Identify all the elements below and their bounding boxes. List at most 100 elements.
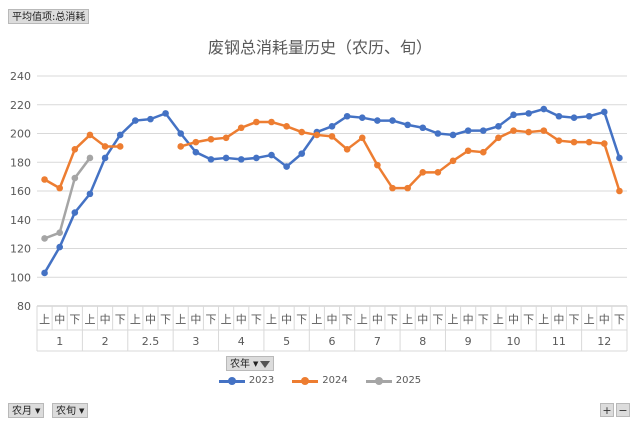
legend-label: 2025 xyxy=(395,375,422,386)
data-point-2024 xyxy=(222,134,230,142)
y-tick-label: 200 xyxy=(10,128,31,141)
row-field-xun-label: 农旬 xyxy=(56,406,76,417)
x-tick-label-month: 3 xyxy=(192,335,199,348)
data-point-2023 xyxy=(540,105,548,113)
pivot-value-field-button[interactable]: 平均值项:总消耗 xyxy=(8,9,90,24)
x-tick-label-month: 4 xyxy=(238,335,245,348)
dropdown-icon: ▼ xyxy=(79,407,85,415)
x-tick-label-xun: 下 xyxy=(160,313,171,326)
y-tick-label: 80 xyxy=(17,300,31,313)
data-point-2023 xyxy=(192,148,200,156)
data-point-2024 xyxy=(101,143,109,150)
data-point-2024 xyxy=(237,124,245,132)
data-point-2024 xyxy=(585,138,593,146)
data-point-2024 xyxy=(540,127,548,134)
x-tick-label-xun: 下 xyxy=(296,313,307,326)
data-point-2024 xyxy=(253,118,260,126)
data-point-2024 xyxy=(116,143,124,150)
data-point-2024 xyxy=(419,169,427,176)
x-tick-label-xun: 中 xyxy=(599,313,610,326)
x-tick-label-xun: 上 xyxy=(130,313,141,326)
x-tick-label-month: 2.5 xyxy=(142,335,160,348)
data-point-2024 xyxy=(283,123,290,130)
x-tick-label-xun: 上 xyxy=(357,313,368,326)
data-point-2023 xyxy=(464,127,472,134)
y-tick-label: 140 xyxy=(10,214,31,227)
x-tick-label-month: 5 xyxy=(283,335,290,348)
y-axis-ticks: 80 100 120 140 160 180 200 220 240 xyxy=(10,70,31,313)
x-tick-label-xun: 上 xyxy=(402,313,413,326)
x-tick-label-month: 8 xyxy=(419,335,426,348)
data-point-2023 xyxy=(525,110,532,117)
data-point-2024 xyxy=(207,135,215,143)
data-point-2023 xyxy=(358,114,366,121)
x-tick-label-xun: 下 xyxy=(432,313,443,326)
x-tick-label-xun: 下 xyxy=(205,313,216,326)
data-point-2023 xyxy=(116,131,124,139)
data-point-2024 xyxy=(86,131,94,139)
x-tick-label-xun: 上 xyxy=(538,313,549,326)
y-tick-label: 120 xyxy=(10,243,31,256)
x-tick-label-xun: 下 xyxy=(251,313,262,326)
line-chart: 80100120140160180200220240 上中下上中下上中下上中下上… xyxy=(10,70,628,352)
data-point-2023 xyxy=(253,154,260,162)
data-point-2025 xyxy=(56,229,63,236)
data-point-2024 xyxy=(313,131,321,139)
data-point-2023 xyxy=(132,117,139,124)
dropdown-icon: ▼ xyxy=(35,407,41,415)
x-tick-label-xun: 下 xyxy=(342,313,353,326)
legend-marker-icon xyxy=(292,376,319,386)
x-tick-label-xun: 下 xyxy=(478,313,489,326)
x-axis: 上中下上中下上中下上中下上中下上中下上中下上中下上中下上中下上中下上中下上中下1… xyxy=(36,305,628,352)
data-point-2024 xyxy=(71,146,79,153)
x-tick-label-month: 11 xyxy=(552,335,566,348)
legend-marker-icon xyxy=(365,376,392,386)
series-lines xyxy=(41,105,623,277)
expand-field-button[interactable]: + xyxy=(600,403,614,417)
data-point-2023 xyxy=(283,163,290,170)
series-line-2025 xyxy=(44,157,91,240)
x-tick-label-xun: 下 xyxy=(569,313,580,326)
data-point-2023 xyxy=(86,190,94,198)
data-point-2024 xyxy=(479,148,487,156)
data-point-2024 xyxy=(464,147,472,155)
data-point-2023 xyxy=(177,130,185,137)
data-point-2025 xyxy=(86,154,94,162)
legend-label: 2023 xyxy=(248,375,275,386)
x-tick-label-month: 7 xyxy=(374,335,381,348)
x-tick-label-xun: 上 xyxy=(584,313,595,326)
data-point-2023 xyxy=(389,117,396,124)
y-tick-label: 100 xyxy=(10,271,31,284)
x-tick-label-xun: 下 xyxy=(115,313,126,326)
data-point-2023 xyxy=(570,114,578,121)
x-tick-label-month: 10 xyxy=(507,335,521,348)
series-line-2024 xyxy=(180,120,621,192)
data-point-2024 xyxy=(525,128,532,136)
pivot-row-field-month-button[interactable]: 农月 ▼ xyxy=(8,403,45,418)
x-tick-label-xun: 中 xyxy=(281,313,292,326)
pivot-series-field-button[interactable]: 农年 ▼ xyxy=(226,356,275,371)
data-point-2023 xyxy=(434,130,442,137)
x-tick-label-xun: 上 xyxy=(39,313,50,326)
x-tick-label-xun: 中 xyxy=(54,313,65,326)
data-point-2023 xyxy=(449,131,457,139)
data-point-2023 xyxy=(328,123,336,130)
data-point-2024 xyxy=(343,146,351,153)
data-point-2024 xyxy=(601,140,608,147)
data-point-2025 xyxy=(71,174,79,182)
data-point-2023 xyxy=(207,156,215,163)
data-point-2024 xyxy=(268,118,275,126)
y-tick-label: 240 xyxy=(10,70,31,83)
data-point-2023 xyxy=(479,127,487,134)
chart-title: 废钢总消耗量历史（农历、旬） xyxy=(207,38,432,57)
legend-label: 2024 xyxy=(322,375,348,386)
y-tick-label: 160 xyxy=(10,185,31,198)
x-tick-label-xun: 中 xyxy=(553,313,564,326)
pivot-row-field-xun-button[interactable]: 农旬 ▼ xyxy=(52,403,89,418)
collapse-field-button[interactable]: − xyxy=(616,403,630,417)
x-tick-label-xun: 中 xyxy=(236,313,247,326)
data-point-2023 xyxy=(510,111,517,119)
data-point-2023 xyxy=(41,269,48,277)
legend-item-2025: 2025 xyxy=(365,375,422,386)
x-tick-label-month: 2 xyxy=(102,335,109,348)
